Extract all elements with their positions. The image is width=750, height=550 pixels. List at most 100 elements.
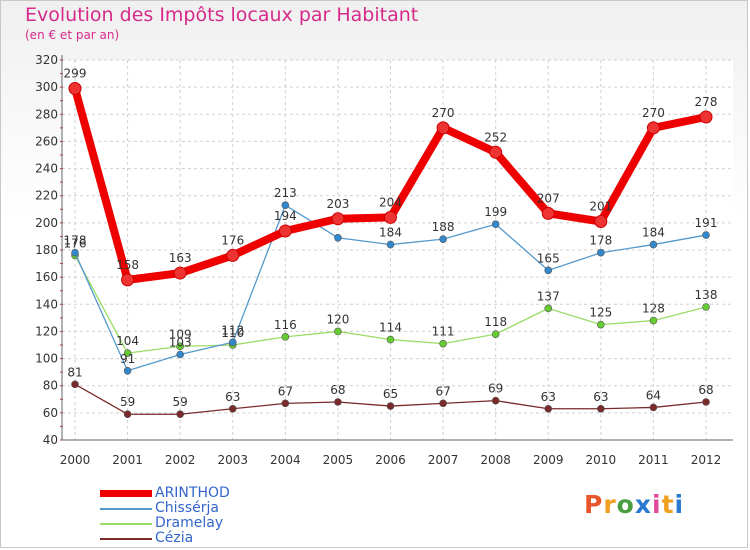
data-label: 118 [484, 315, 507, 329]
grid [62, 59, 733, 441]
data-point [123, 349, 132, 357]
logo-letter: i [674, 490, 685, 519]
data-point [386, 402, 395, 410]
x-tick-label: 2008 [480, 453, 511, 467]
data-label: 109 [169, 327, 192, 341]
legend-label-cezia: Cézia [155, 530, 194, 546]
legend-item-dramelay: Dramelay [100, 516, 300, 531]
y-tick-label: 220 [35, 189, 58, 203]
data-point [439, 399, 447, 408]
legend-label-dramelay: Dramelay [155, 515, 224, 531]
chart-subtitle: (en € et par an) [25, 28, 120, 42]
data-label: 207 [537, 191, 560, 205]
data-label: 59 [120, 395, 135, 409]
data-point [594, 215, 608, 228]
data-label: 68 [330, 383, 345, 397]
data-label: 110 [221, 326, 244, 340]
data-label: 178 [64, 234, 87, 248]
y-tick-label: 320 [35, 53, 58, 67]
data-label: 199 [484, 205, 507, 219]
data-point [702, 398, 710, 406]
logo-letter: x [634, 490, 652, 519]
data-label: 137 [537, 289, 560, 303]
data-label: 63 [541, 390, 556, 404]
x-tick-label: 2007 [428, 453, 459, 467]
data-point [281, 201, 290, 210]
data-label: 270 [642, 106, 665, 120]
data-point [649, 316, 658, 325]
data-label: 91 [120, 352, 135, 366]
data-point [702, 231, 710, 239]
data-point [71, 380, 79, 389]
data-point [597, 404, 605, 413]
data-point [68, 82, 82, 95]
logo-letter: o [616, 490, 635, 519]
data-point [489, 145, 503, 159]
x-tick-label: 2011 [638, 453, 669, 467]
data-label: 68 [698, 383, 713, 397]
data-point [228, 338, 237, 347]
y-tick-label: 280 [35, 107, 58, 121]
y-tick-label: 60 [43, 406, 58, 420]
data-point [541, 206, 555, 220]
data-label: 184 [379, 226, 402, 240]
legend-swatch-chisserja [100, 508, 152, 510]
data-label: 81 [67, 365, 82, 379]
data-label: 103 [169, 336, 192, 350]
data-point [649, 240, 658, 249]
y-tick-label: 40 [43, 433, 58, 447]
data-label: 176 [221, 233, 244, 247]
data-label: 158 [116, 258, 139, 272]
data-point [334, 233, 342, 242]
data-point [597, 320, 605, 329]
data-label: 104 [116, 334, 139, 348]
data-point [176, 350, 184, 359]
data-point [334, 398, 342, 406]
data-label: 163 [169, 251, 192, 265]
data-label: 191 [695, 216, 718, 230]
data-point [176, 410, 184, 419]
legend-swatch-arinthod [100, 490, 152, 497]
data-label: 184 [642, 226, 665, 240]
data-label: 188 [432, 220, 455, 234]
data-point [331, 212, 345, 226]
data-point [491, 396, 500, 405]
x-tick-label: 2000 [60, 453, 91, 467]
legend-label-chisserja: Chissérja [155, 500, 219, 516]
series-layer [68, 82, 713, 419]
data-label: 111 [432, 325, 455, 339]
data-label: 63 [593, 390, 608, 404]
data-label: 69 [488, 382, 503, 396]
data-label: 213 [274, 186, 297, 200]
data-point [281, 333, 290, 341]
logo-letter: i [652, 490, 662, 519]
data-label: 65 [383, 387, 398, 401]
data-label: 201 [589, 200, 612, 214]
data-label: 165 [537, 251, 560, 265]
data-label: 270 [432, 106, 455, 120]
x-tick-label: 2012 [691, 453, 722, 467]
logo-letter: P [584, 490, 604, 519]
data-label: 278 [695, 95, 718, 109]
x-tick-label: 2006 [375, 453, 406, 467]
y-tick-label: 240 [35, 162, 58, 176]
data-point [123, 410, 132, 419]
data-label: 59 [173, 395, 188, 409]
data-point [491, 330, 500, 338]
data-point [228, 404, 237, 413]
y-tick-label: 300 [35, 80, 58, 94]
data-point [334, 327, 342, 336]
data-label: 176 [64, 236, 87, 250]
data-label: 64 [646, 388, 661, 402]
y-tick-label: 100 [35, 352, 58, 366]
data-point [544, 404, 553, 413]
legend-label-arinthod: ARINTHOD [155, 485, 230, 501]
data-point [226, 248, 240, 262]
legend-item-chisserja: Chissérja [100, 501, 300, 516]
legend-item-cezia: Cézia [100, 531, 300, 546]
y-tick-label: 160 [35, 270, 58, 284]
y-tick-label: 120 [35, 324, 58, 338]
data-point [121, 273, 135, 287]
